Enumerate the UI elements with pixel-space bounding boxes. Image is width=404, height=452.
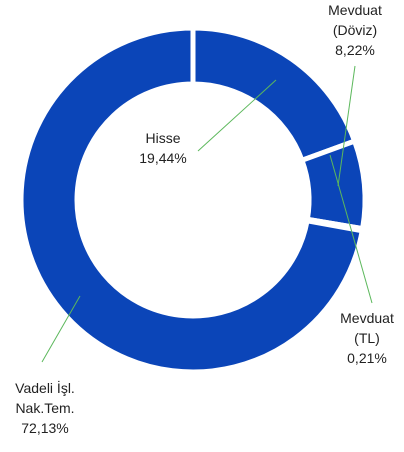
data-label: Mevduat (TL) 0,21% [322,308,404,368]
donut-segment [18,25,366,375]
value-label: 72,13% [21,420,69,436]
value-label: 8,22% [335,42,375,58]
leader-line [197,79,277,152]
category-label: Hisse [145,130,181,146]
value-label: 0,21% [347,350,387,366]
category-label: Vadeli İşl. Nak.Tem. [15,380,75,416]
data-label: Hisse 19,44% [118,128,208,168]
data-label: Vadeli İşl. Nak.Tem. 72,13% [0,378,90,438]
value-label: 19,44% [139,150,187,166]
donut-segment [298,137,368,232]
category-label: Mevduat (Döviz) [328,2,382,38]
leader-line [337,65,356,187]
category-label: Mevduat (TL) [340,310,394,346]
leader-line [329,154,373,304]
leader-line [41,295,81,363]
data-label: Mevduat (Döviz) 8,22% [310,0,400,60]
